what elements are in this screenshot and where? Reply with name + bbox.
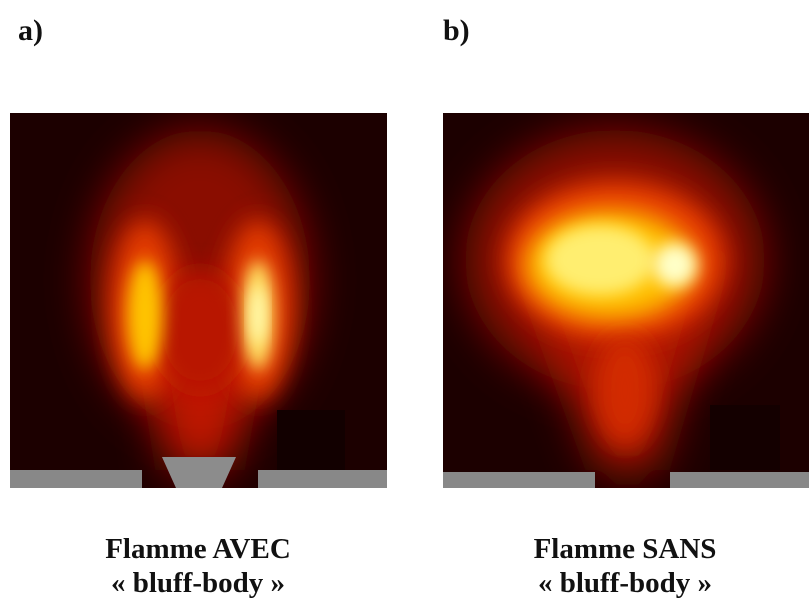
- flame-image-b: [443, 113, 809, 488]
- caption: Flamme SANS: [534, 533, 717, 565]
- caption: « bluff-body »: [538, 567, 712, 599]
- panel-label: a): [18, 14, 43, 47]
- flame-image-a: [10, 113, 387, 488]
- panel-label: b): [443, 14, 470, 47]
- caption: « bluff-body »: [111, 567, 285, 599]
- caption: Flamme AVEC: [105, 533, 291, 565]
